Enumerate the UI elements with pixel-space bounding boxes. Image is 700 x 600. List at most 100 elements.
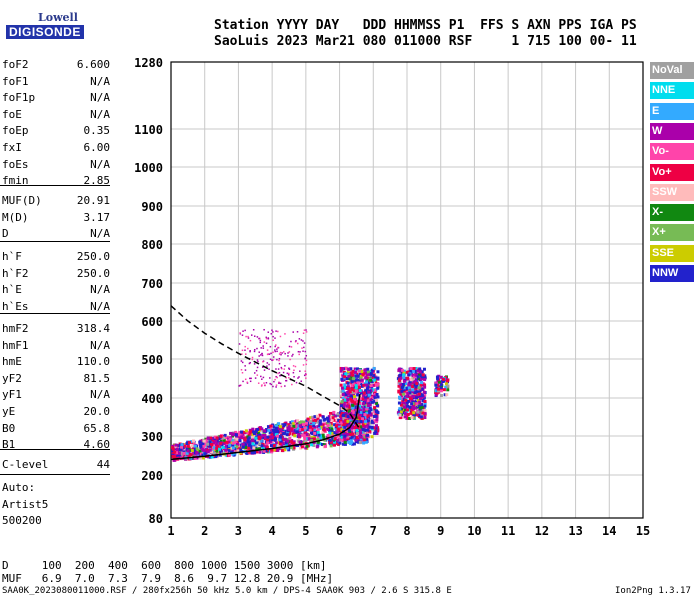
- param-row: M(D) 3.17: [2, 210, 110, 225]
- param-row: foF1 N/A: [2, 74, 110, 89]
- param-name: h`F2: [2, 266, 29, 280]
- param-name: fmin: [2, 174, 29, 188]
- param-value: N/A: [90, 227, 110, 241]
- x-tick-label: 10: [467, 524, 481, 538]
- param-value: 4.60: [83, 438, 111, 452]
- param-value: N/A: [90, 388, 110, 402]
- param-row: hmF2 318.4: [2, 321, 110, 336]
- legend-item: SSE: [650, 244, 694, 262]
- y-tick-label: 200: [141, 469, 163, 483]
- autoscaling-label: Auto:: [2, 481, 36, 494]
- y-tick-label: 500: [141, 353, 163, 367]
- param-row: h`E N/A: [2, 282, 110, 297]
- echo-cluster: [434, 374, 450, 398]
- legend-item: NNE: [650, 82, 694, 100]
- legend-item: W: [650, 122, 694, 140]
- legend-item: NNW: [650, 265, 694, 282]
- y-tick-label: 300: [141, 430, 163, 444]
- param-name: D: [2, 227, 9, 241]
- y-tick-label: 1280: [134, 56, 163, 70]
- y-tick-label: 900: [141, 200, 163, 214]
- param-value: 44: [96, 458, 110, 471]
- x-tick-label: 6: [336, 524, 343, 538]
- param-value: N/A: [90, 299, 110, 313]
- param-value: 65.8: [83, 421, 111, 435]
- muf-row: MUF 6.9 7.0 7.3 7.9 8.6 9.7 12.8 20.9 [M…: [2, 572, 334, 585]
- param-value: N/A: [90, 74, 110, 88]
- divider: [0, 474, 110, 475]
- x-tick-label: 11: [501, 524, 515, 538]
- y-tick-label: 600: [141, 315, 163, 329]
- param-name: h`Es: [2, 299, 29, 313]
- y-tick-label: 1000: [134, 161, 163, 175]
- param-name: MUF(D): [2, 194, 42, 207]
- divider: [0, 241, 110, 242]
- header-line-2: SaoLuis 2023 Mar21 080 011000 RSF 1 715 …: [214, 34, 637, 49]
- trace-line: [170, 305, 361, 430]
- param-name: C-level: [2, 458, 49, 471]
- legend-item: NoVal: [650, 62, 694, 79]
- param-row: B1 4.60: [2, 437, 110, 452]
- param-row: foE N/A: [2, 107, 110, 122]
- y-tick-label: 1100: [134, 123, 163, 137]
- x-tick-label: 1: [167, 524, 174, 538]
- ionogram-chart: 1 2 3 4 5 6 7 8 9 10 11 12 13 14 158020030040050060070…: [134, 56, 650, 538]
- param-name: hmF2: [2, 322, 29, 335]
- param-row: MUF(D) 20.91: [2, 193, 110, 208]
- param-value: 250.0: [76, 266, 110, 280]
- param-value: N/A: [90, 283, 110, 297]
- legend-item: X+: [650, 224, 694, 242]
- param-name: foE: [2, 107, 22, 121]
- echo-cluster: [396, 366, 427, 420]
- param-name: hmE: [2, 355, 22, 369]
- param-row: foF2 6.600: [2, 57, 110, 72]
- autoscaling-label: Artist5: [2, 497, 49, 511]
- param-value: N/A: [90, 91, 110, 105]
- plot-frame: [170, 61, 644, 519]
- param-row: h`Es N/A: [2, 299, 110, 314]
- param-row: fmin 2.85: [2, 173, 110, 188]
- footer-file-info: SAA0K_2023080011000.RSF / 280fx256h 50 k…: [2, 586, 452, 596]
- param-row: foEp 0.35: [2, 123, 110, 138]
- param-row: D N/A: [2, 226, 110, 241]
- legend-item: Vo+: [650, 163, 694, 181]
- x-tick-label: 15: [636, 524, 650, 538]
- trace-line: [170, 393, 361, 461]
- x-tick-label: 9: [437, 524, 444, 538]
- divider: [0, 185, 110, 186]
- param-row: foEs N/A: [2, 157, 110, 172]
- param-name: foEs: [2, 157, 29, 171]
- param-value: 81.5: [83, 371, 111, 385]
- param-name: yF1: [2, 388, 22, 402]
- y-tick-label: 800: [141, 238, 163, 252]
- param-value: 3.17: [83, 210, 111, 224]
- param-name: foF1p: [2, 91, 36, 105]
- param-name: B0: [2, 421, 16, 435]
- echo-cluster: [339, 366, 380, 439]
- x-tick-label: 14: [602, 524, 616, 538]
- param-name: h`E: [2, 283, 22, 297]
- param-row: h`F2 250.0: [2, 266, 110, 281]
- header-line-1: Station YYYY DAY DDD HHMMSS P1 FFS S AXN…: [214, 18, 637, 33]
- param-name: yE: [2, 405, 16, 418]
- y-tick-label: 400: [141, 392, 163, 406]
- legend-item: X-: [650, 204, 694, 222]
- param-name: foF2: [2, 58, 29, 71]
- legend-item: Vo-: [650, 143, 694, 161]
- param-value: 20.0: [83, 405, 111, 418]
- param-value: N/A: [90, 157, 110, 171]
- param-value: 0.35: [83, 124, 111, 138]
- param-name: foEp: [2, 124, 29, 138]
- param-name: fxI: [2, 141, 22, 154]
- param-row: C-level 44: [2, 457, 110, 472]
- divider: [0, 313, 110, 314]
- lowell-logo-text: Lowell: [38, 11, 78, 24]
- param-row: fxI 6.00: [2, 140, 110, 155]
- footer-version: Ion2Png 1.3.17: [615, 586, 691, 596]
- distance-row: D 100 200 400 600 800 1000 1500 3000 [km…: [2, 559, 327, 572]
- param-row: yF1 N/A: [2, 387, 110, 402]
- param-row: B0 65.8: [2, 421, 110, 436]
- param-value: 20.91: [76, 194, 110, 207]
- param-row: yE 20.0: [2, 404, 110, 419]
- x-tick-label: 13: [568, 524, 582, 538]
